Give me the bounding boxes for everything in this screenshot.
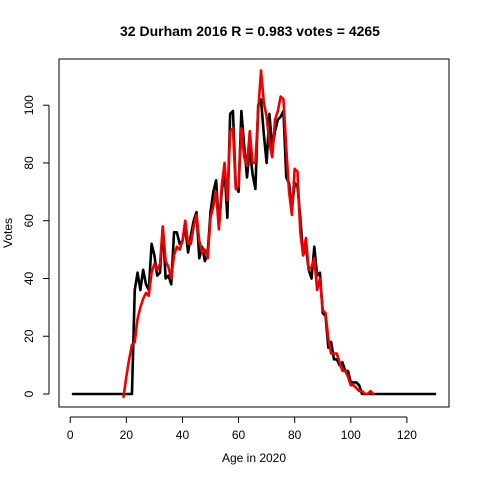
y-tick-label: 100 [22,95,36,115]
x-axis: 0 20 40 60 80 100 120 [67,416,417,442]
series-group [71,69,437,399]
x-tick-label: 100 [341,428,361,442]
y-axis: 0 20 40 60 80 100 [22,95,50,397]
y-tick-label: 20 [22,329,36,343]
series-line-1 [71,98,437,396]
x-tick-label: 120 [397,428,417,442]
y-tick-label: 80 [22,156,36,170]
y-tick-label: 0 [22,390,36,397]
plot-frame [58,58,450,408]
chart-title: 32 Durham 2016 R = 0.983 votes = 4265 [120,23,380,39]
y-tick-label: 60 [22,214,36,228]
x-tick-label: 60 [232,428,246,442]
y-tick-label: 40 [22,271,36,285]
x-tick-label: 0 [67,428,74,442]
series-line-2 [122,69,375,399]
x-axis-label: Age in 2020 [222,451,286,465]
x-tick-label: 40 [176,428,190,442]
y-axis-label: Votes [1,218,15,248]
x-tick-label: 80 [288,428,302,442]
x-tick-label: 20 [120,428,134,442]
